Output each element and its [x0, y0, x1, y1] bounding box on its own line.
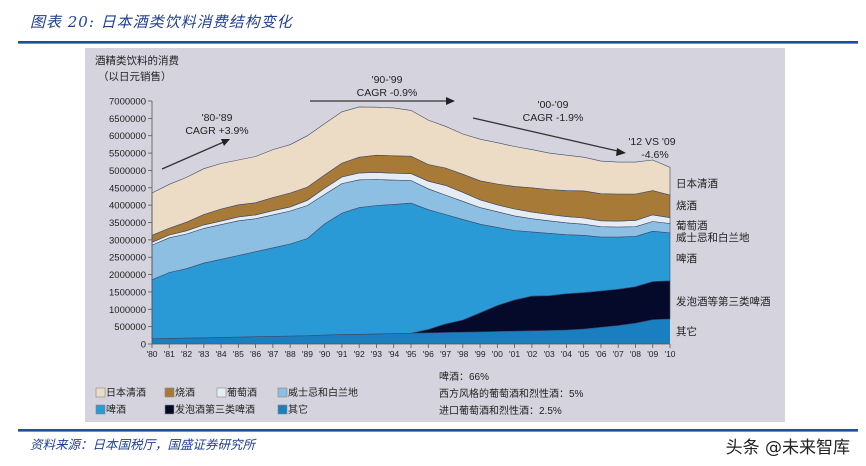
figure-title: 图表 20: 日本酒类饮料消费结构变化 [30, 13, 293, 31]
source-note: 资料来源：日本国税厅，国盛证券研究所 [30, 437, 256, 452]
annotation-80-89-cagr: CAGR +3.9% [185, 125, 248, 137]
x-tick-label: '06 [595, 349, 606, 359]
y-tick-label: 2000000 [109, 270, 146, 281]
x-tick-label: '03 [544, 349, 555, 359]
legend: 日本清酒 烧酒 葡萄酒 威士忌和白兰地 啤酒 发泡酒第三类啤酒 [95, 386, 358, 416]
trend-arrow-00-09 [472, 117, 626, 156]
x-tick-label: '82 [181, 349, 192, 359]
series-label-beer: 啤酒 [676, 252, 697, 265]
annotation-90-99-period: '90-'99 [372, 74, 403, 86]
annotation-00-09-period: '00-'09 [538, 99, 569, 111]
trend-arrow-90-99 [310, 97, 455, 105]
legend-item-shochu: 烧酒 [164, 386, 195, 399]
x-tick-label: '86 [250, 349, 261, 359]
y-tick-label: 7000000 [109, 97, 146, 108]
x-tick-label: '89 [302, 349, 313, 359]
y-tick-label: 3500000 [109, 218, 146, 229]
y-tick-label: 0 [141, 340, 146, 351]
x-tick-label: '80 [146, 349, 157, 359]
legend-item-beer: 啤酒 [95, 404, 126, 416]
y-axis-title-line1: 酒精类饮料的消费 [95, 54, 179, 67]
x-tick-label: '94 [388, 349, 399, 359]
x-tick-label: '04 [561, 349, 572, 359]
note-western-share: 西方风格的葡萄酒和烈性酒：5% [439, 387, 584, 400]
x-tick-label: '83 [198, 349, 209, 359]
x-tick-label: '92 [354, 349, 365, 359]
x-tick-label: '95 [405, 349, 416, 359]
x-tick-label: '05 [578, 349, 589, 359]
y-tick-label: 500000 [114, 322, 146, 333]
x-tick-label: '84 [216, 349, 227, 359]
x-tick-label: '93 [371, 349, 382, 359]
x-tick-label: '88 [285, 349, 296, 359]
series-label-sake: 日本清酒 [676, 177, 718, 190]
x-tick-label: '99 [475, 349, 486, 359]
annotation-12-vs-09-change: -4.6% [641, 149, 668, 161]
x-tick-label: '96 [423, 349, 434, 359]
x-tick-label: '85 [233, 349, 244, 359]
legend-item-whisky-brandy: 威士忌和白兰地 [277, 386, 358, 399]
svg-text:日本清酒: 日本清酒 [106, 386, 146, 399]
y-tick-label: 6000000 [109, 131, 146, 142]
legend-item-happoshu: 发泡酒第三类啤酒 [164, 403, 255, 416]
x-tick-label: '97 [440, 349, 451, 359]
x-tick-label: '09 [647, 349, 658, 359]
svg-text:啤酒: 啤酒 [106, 404, 126, 416]
note-imported-share: 进口葡萄酒和烈性酒：2.5% [439, 404, 562, 417]
legend-item-other: 其它 [277, 403, 308, 416]
svg-text:其它: 其它 [288, 403, 308, 416]
series-label-shochu: 烧酒 [676, 199, 697, 212]
y-axis-title-line2: （以日元销售） [98, 70, 172, 83]
x-tick-label: '90 [319, 349, 330, 359]
svg-text:发泡酒第三类啤酒: 发泡酒第三类啤酒 [175, 403, 255, 416]
x-tick-label: '07 [613, 349, 624, 359]
stacked-area-chart: 0 500000 1000000 1500000 2000000 2500000 30000… [95, 54, 771, 417]
legend-item-sake: 日本清酒 [95, 386, 146, 399]
svg-text:烧酒: 烧酒 [175, 386, 195, 399]
y-tick-label: 4500000 [109, 183, 146, 194]
annotation-12-vs-09-period: '12 VS '09 [628, 136, 675, 148]
annotation-90-99-cagr: CAGR -0.9% [357, 87, 418, 99]
area-series-6 [151, 106, 671, 236]
series-label-happoshu: 发泡酒等第三类啤酒 [676, 295, 771, 308]
area-layers [151, 106, 671, 344]
source-divider [18, 429, 858, 432]
svg-text:葡萄酒: 葡萄酒 [227, 386, 257, 399]
note-beer-share: 啤酒：66% [439, 371, 489, 383]
y-axis: 0 500000 1000000 1500000 2000000 2500000 30000… [109, 97, 153, 351]
y-tick-label: 3000000 [109, 235, 146, 246]
series-label-wine: 葡萄酒 [676, 219, 708, 232]
x-tick-label: '87 [267, 349, 278, 359]
y-tick-label: 5000000 [109, 166, 146, 177]
y-tick-label: 1500000 [109, 287, 146, 298]
title-divider [18, 41, 858, 44]
y-tick-label: 2500000 [109, 253, 146, 264]
x-tick-label: '02 [526, 349, 537, 359]
x-tick-label: '98 [457, 349, 468, 359]
y-tick-label: 6500000 [109, 114, 146, 125]
annotation-80-89-period: '80-'89 [202, 112, 233, 124]
legend-item-wine: 葡萄酒 [216, 386, 257, 399]
annotation-00-09-cagr: CAGR -1.9% [523, 112, 584, 124]
x-tick-label: '00 [492, 349, 503, 359]
chart-panel: 0 500000 1000000 1500000 2000000 2500000 30000… [85, 48, 785, 422]
y-tick-label: 5500000 [109, 149, 146, 160]
share-notes: 啤酒：66% 西方风格的葡萄酒和烈性酒：5% 进口葡萄酒和烈性酒：2.5% [439, 371, 584, 417]
x-tick-label: '10 [664, 349, 675, 359]
x-tick-label: '91 [336, 349, 347, 359]
series-label-whisky-brandy: 威士忌和白兰地 [676, 231, 750, 244]
y-tick-label: 4000000 [109, 201, 146, 212]
y-tick-label: 1000000 [109, 305, 146, 316]
series-label-other: 其它 [676, 325, 697, 338]
watermark: 头条 @未来智库 [725, 438, 850, 458]
area-series-0 [152, 319, 670, 344]
x-axis: '80 '81 '82 '83 '84 '85 '86 '87 '88 '89 '90 '91 '92 '… [146, 343, 676, 359]
trend-arrow-80-89 [161, 139, 230, 170]
x-tick-label: '08 [630, 349, 641, 359]
x-tick-label: '81 [164, 349, 175, 359]
svg-text:威士忌和白兰地: 威士忌和白兰地 [288, 386, 358, 399]
x-tick-label: '01 [509, 349, 520, 359]
